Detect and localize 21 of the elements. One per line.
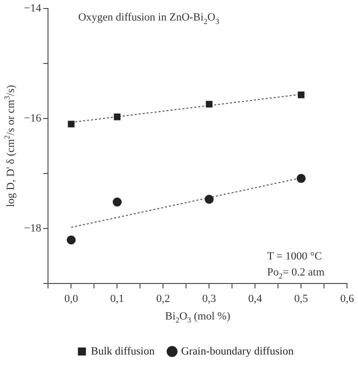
x-tick-label: 0,4 [248,292,263,305]
point [114,114,121,120]
x-tick-label: 0,1 [110,292,124,305]
legend-label: Bulk diffusion [90,345,156,358]
point [68,120,75,128]
legend-label: Grain-boundary diffusion [181,345,294,358]
x-tick-label: 0,3 [202,292,217,305]
point [298,92,304,98]
x-tick-label: 0,2 [156,292,170,305]
y-tick-label: −18 [24,222,42,234]
x-tick-label: 0,0 [64,292,79,305]
x-tick-label: 0,5 [294,292,309,305]
point [206,100,212,108]
point [296,174,306,183]
y-tick-label: −14 [24,2,42,14]
x-tick-label: 0,6 [340,292,354,305]
annotation: T = 1000 °C [267,250,322,262]
point [66,235,76,244]
point [204,194,214,204]
y-tick-label: −16 [24,112,42,124]
point [112,198,122,207]
